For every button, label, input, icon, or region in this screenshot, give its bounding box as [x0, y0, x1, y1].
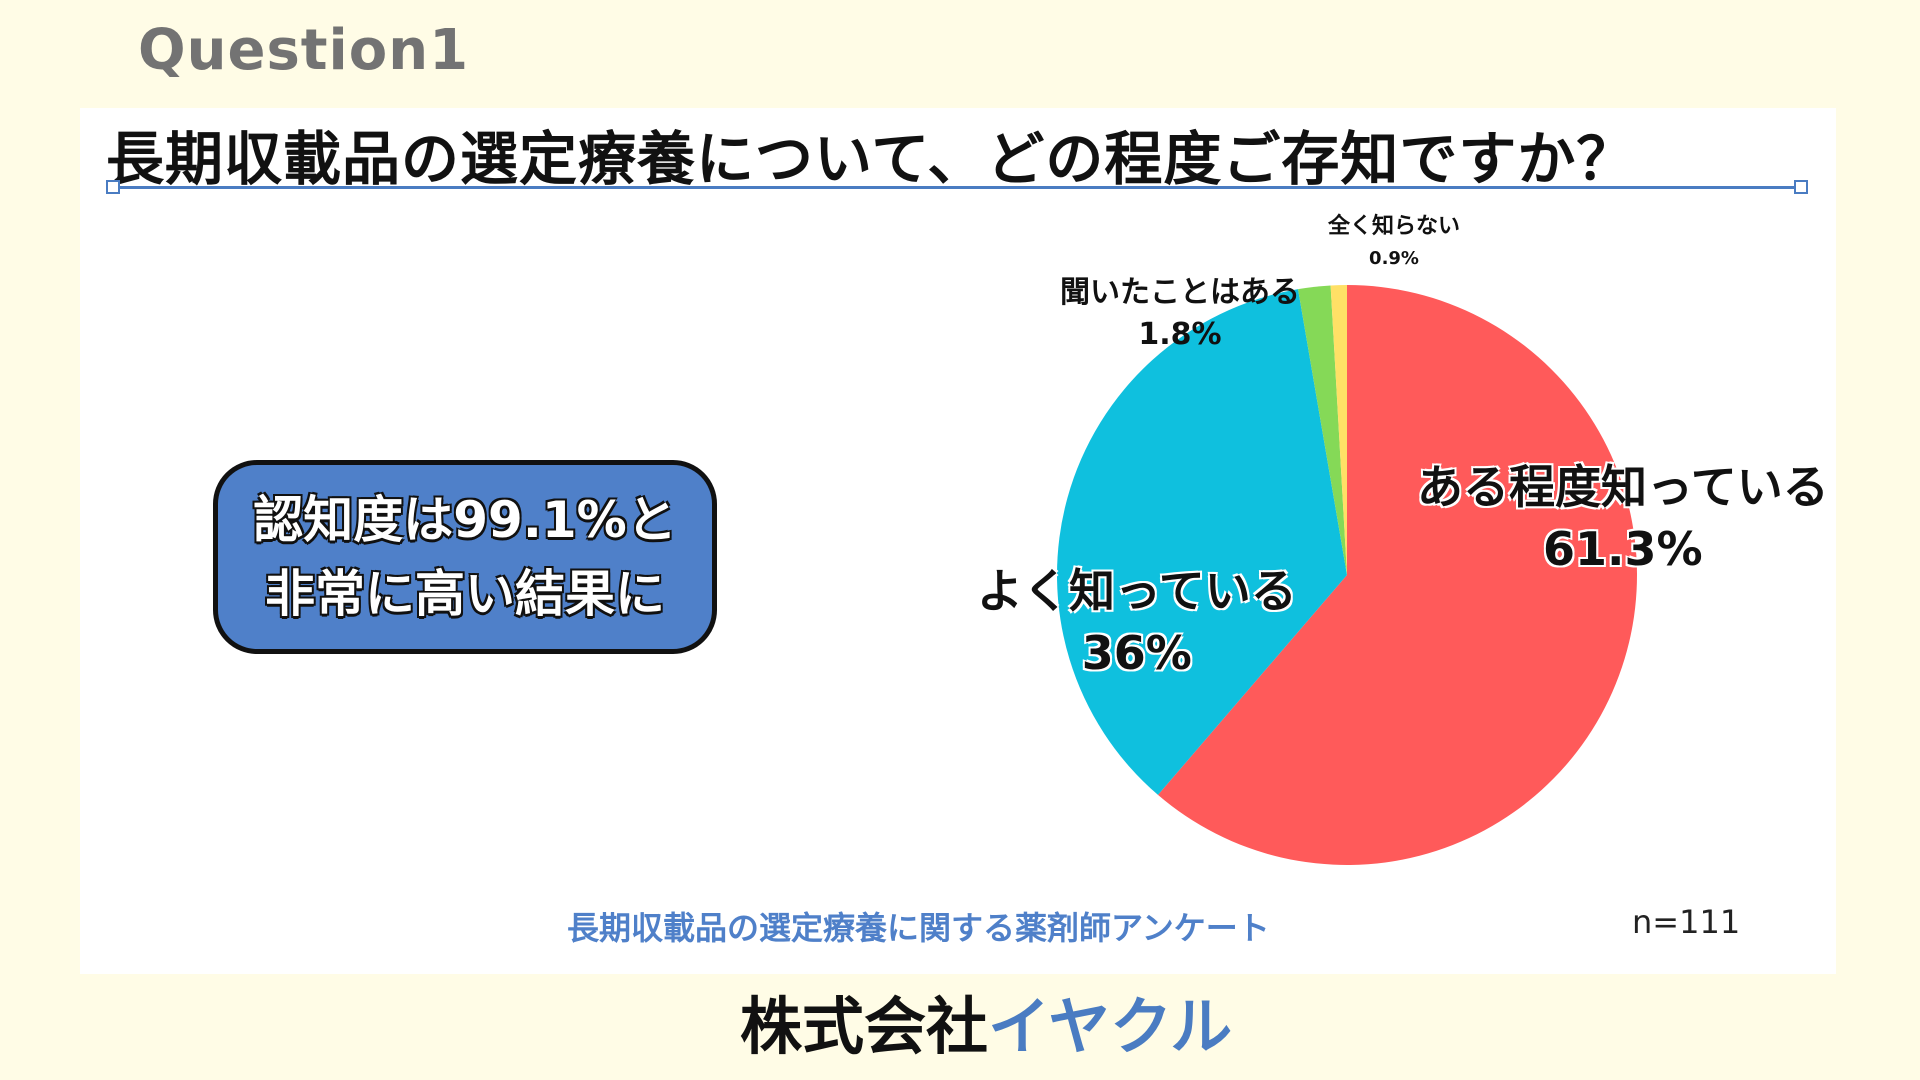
sample-size: n=111: [1632, 903, 1741, 941]
slice-label-kiita-koto: 聞いたことはある 1.8%: [1060, 272, 1300, 356]
selection-handle-left[interactable]: [106, 180, 120, 194]
survey-source: 長期収載品の選定療養に関する薬剤師アンケート: [567, 909, 1270, 947]
question-label: Question1: [138, 18, 470, 83]
pie-slice-1: [1157, 285, 1638, 866]
slice-value: 0.9%: [1369, 248, 1419, 269]
company-name: イヤクル: [988, 990, 1233, 1063]
pie-slice-2: [1057, 289, 1347, 795]
callout-line-1: 認知度は99.1%と: [253, 491, 677, 549]
slice-category: ある程度知っている: [1417, 460, 1829, 514]
slice-label-yoku-shitteiru: よく知っている 36%: [977, 560, 1297, 684]
selection-handle-right[interactable]: [1794, 180, 1808, 194]
slice-value: 36%: [1081, 626, 1192, 680]
page-title: 長期収載品の選定療養について、どの程度ご存知ですか？: [106, 125, 1636, 193]
slice-label-aru-teido: ある程度知っている 61.3%: [1417, 456, 1829, 580]
pie-slice-3: [1298, 285, 1347, 575]
slice-category: 聞いたことはある: [1060, 275, 1300, 310]
summary-callout: 認知度は99.1%と 非常に高い結果に: [213, 460, 717, 654]
chart-card: 長期収載品の選定療養について、どの程度ご存知ですか？ 認知度は99.1%と 非常…: [80, 108, 1836, 974]
pie-slice-4: [1330, 285, 1347, 575]
title-underline: [112, 186, 1800, 189]
slice-value: 61.3%: [1543, 522, 1703, 576]
slice-value: 1.8%: [1138, 317, 1222, 352]
slice-category: よく知っている: [977, 564, 1297, 618]
slice-category: 全く知らない: [1328, 214, 1461, 239]
pie-chart: [1057, 285, 1638, 866]
slice-label-mattaku: 全く知らない 0.9%: [1328, 211, 1460, 275]
callout-line-2: 非常に高い結果に: [265, 565, 665, 623]
company-logo: 株式会社イヤクル: [740, 976, 1232, 1066]
company-prefix: 株式会社: [740, 990, 989, 1063]
